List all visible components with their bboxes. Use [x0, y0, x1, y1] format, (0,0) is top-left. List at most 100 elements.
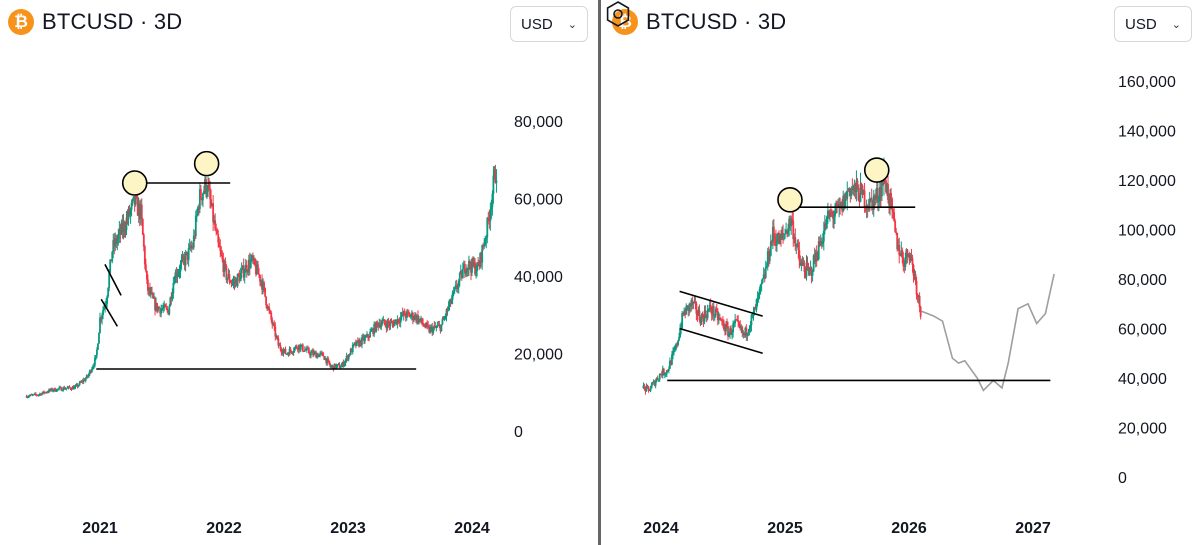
candle-body	[732, 323, 735, 333]
candle-body	[470, 267, 472, 273]
candle-body	[714, 308, 717, 316]
chart-panel-left[interactable]: ₿ BTCUSD · 3D USD ⌄ 0 20,000 40,000 60,000 8…	[0, 0, 596, 545]
candle-body	[92, 365, 95, 367]
candle-body	[650, 384, 653, 389]
candle-body	[124, 230, 127, 232]
interval-label: 3D	[153, 9, 183, 34]
candle-body	[466, 267, 468, 272]
panel-divider[interactable]	[596, 0, 604, 545]
currency-dropdown[interactable]: USD ⌄	[1114, 6, 1192, 42]
candle-body	[246, 271, 249, 273]
candle-body	[296, 348, 299, 350]
candle-body	[252, 258, 255, 261]
candle-body	[684, 310, 687, 315]
candle-body	[300, 344, 303, 346]
candle-body	[205, 178, 207, 193]
candle-body	[660, 374, 663, 376]
candle-body	[372, 329, 375, 335]
candle-body	[851, 189, 854, 191]
candle-body	[757, 293, 760, 299]
candle-body	[480, 253, 483, 263]
candle-body	[260, 280, 262, 282]
candle-body	[656, 378, 659, 380]
chart-panel-right[interactable]: ₿ BTCUSD · 3D USD ⌄ 0 20,000 40,000 60,000 8…	[604, 0, 1200, 545]
candle-body	[912, 264, 915, 276]
candle-body	[700, 315, 703, 325]
candle-body	[461, 269, 464, 279]
candle-body	[663, 374, 666, 376]
candle-body	[765, 265, 768, 268]
candle-body	[26, 396, 29, 398]
candle-body	[780, 235, 782, 238]
candle-body	[269, 310, 272, 313]
candle-body	[418, 318, 420, 323]
candle-body	[107, 287, 110, 297]
candle-body	[95, 355, 97, 358]
candle-body	[162, 308, 165, 310]
candle-body	[493, 169, 496, 176]
candle-body	[914, 274, 917, 281]
candle-body	[97, 343, 99, 350]
candle-body	[255, 265, 257, 275]
candle-body	[747, 332, 750, 334]
candle-body	[850, 189, 853, 196]
candle-body	[806, 262, 809, 267]
candle-body	[157, 307, 159, 311]
candle-body	[86, 375, 89, 377]
candle-body	[472, 258, 474, 266]
x-axis-tick-label: 2021	[82, 520, 118, 537]
candle-body	[837, 203, 839, 207]
candle-body	[887, 184, 889, 200]
candle-body	[335, 365, 338, 369]
candle-body	[791, 218, 794, 221]
currency-dropdown[interactable]: USD ⌄	[510, 6, 588, 42]
candle-body	[443, 317, 446, 320]
candle-body	[844, 192, 847, 209]
candle-body	[316, 354, 318, 358]
candle-body	[645, 386, 648, 392]
candle-body	[378, 323, 381, 327]
candle-body	[863, 190, 866, 209]
price-chart-svg[interactable]: 0 20,000 40,000 60,000 80,000 2021 2022 2023 202…	[0, 0, 596, 545]
candle-body	[702, 316, 705, 322]
candle-body	[654, 381, 657, 386]
candle-body	[130, 202, 133, 210]
candle-body	[421, 317, 423, 324]
candle-body	[158, 307, 161, 309]
candle-body	[38, 393, 41, 395]
candle-body	[823, 223, 826, 231]
projection-line	[921, 273, 1055, 392]
candle-body	[109, 259, 112, 274]
candle-body	[815, 252, 818, 260]
candle-body	[675, 343, 677, 350]
candle-body	[710, 310, 713, 315]
candle-body	[169, 297, 172, 307]
candle-body	[731, 332, 733, 335]
candle-body	[873, 195, 876, 200]
candle-body	[282, 350, 285, 354]
candle-body	[893, 212, 896, 222]
candle-body	[265, 296, 268, 306]
candle-body	[911, 258, 914, 265]
candle-body	[689, 304, 692, 307]
candle-body	[91, 366, 94, 369]
candle-body	[753, 307, 756, 312]
price-chart-svg[interactable]: 0 20,000 40,000 60,000 80,000 100,000 120,000 1…	[604, 0, 1200, 545]
candle-body	[890, 193, 892, 199]
candle-body	[751, 314, 754, 316]
candle-body	[274, 326, 277, 337]
candle-body	[98, 332, 100, 344]
candle-body	[706, 309, 709, 319]
candle-body	[437, 324, 440, 326]
candle-body	[458, 273, 461, 281]
candle-body	[333, 363, 336, 370]
candle-body	[199, 189, 202, 199]
candle-body	[82, 379, 85, 382]
hexagon-settings-icon[interactable]	[604, 0, 632, 28]
candle-body	[705, 315, 708, 319]
candle-body	[134, 196, 137, 205]
candle-body	[166, 307, 169, 311]
candle-body	[323, 356, 326, 360]
candle-body	[447, 305, 450, 311]
candle-body	[238, 275, 241, 282]
